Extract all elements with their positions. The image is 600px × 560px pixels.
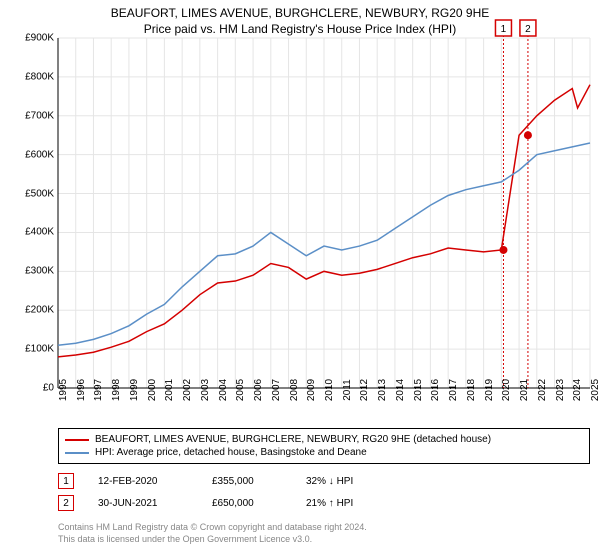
y-tick-label: £700K [25, 110, 54, 121]
marker-number: 2 [58, 495, 74, 511]
y-tick-label: £900K [25, 33, 54, 44]
x-tick-label: 1995 [58, 379, 69, 401]
x-tick-label: 2014 [395, 379, 406, 401]
x-tick-label: 2022 [537, 379, 548, 401]
x-tick-label: 1998 [111, 379, 122, 401]
x-tick-label: 2016 [430, 379, 441, 401]
legend-label: BEAUFORT, LIMES AVENUE, BURGHCLERE, NEWB… [95, 434, 491, 445]
x-tick-label: 2009 [306, 379, 317, 401]
x-tick-label: 2020 [501, 379, 512, 401]
x-tick-label: 2007 [271, 379, 282, 401]
marker-row: 2 30-JUN-2021 £650,000 21% ↑ HPI [58, 492, 590, 514]
y-axis-labels: £0£100K£200K£300K£400K£500K£600K£700K£80… [6, 38, 54, 388]
x-tick-label: 2024 [572, 379, 583, 401]
x-tick-label: 2004 [218, 379, 229, 401]
x-tick-label: 2025 [590, 379, 600, 401]
x-tick-label: 2013 [377, 379, 388, 401]
legend-line [65, 439, 89, 441]
y-tick-label: £600K [25, 149, 54, 160]
x-tick-label: 2002 [182, 379, 193, 401]
x-tick-label: 1996 [76, 379, 87, 401]
x-tick-label: 2011 [342, 379, 353, 401]
x-tick-label: 2006 [253, 379, 264, 401]
x-tick-label: 2019 [484, 379, 495, 401]
x-tick-label: 2003 [200, 379, 211, 401]
x-tick-label: 2018 [466, 379, 477, 401]
y-tick-label: £0 [43, 383, 54, 394]
marker-row: 1 12-FEB-2020 £355,000 32% ↓ HPI [58, 470, 590, 492]
legend-item: HPI: Average price, detached house, Basi… [65, 446, 583, 459]
marker-number: 1 [58, 473, 74, 489]
marker-date: 12-FEB-2020 [98, 476, 188, 487]
x-tick-label: 2010 [324, 379, 335, 401]
x-tick-label: 2005 [235, 379, 246, 401]
legend-label: HPI: Average price, detached house, Basi… [95, 447, 367, 458]
x-tick-label: 1999 [129, 379, 140, 401]
marker-table: 1 12-FEB-2020 £355,000 32% ↓ HPI 2 30-JU… [58, 470, 590, 514]
marker-price: £355,000 [212, 476, 282, 487]
legend-item: BEAUFORT, LIMES AVENUE, BURGHCLERE, NEWB… [65, 433, 583, 446]
chart-area: 12 £0£100K£200K£300K£400K£500K£600K£700K… [58, 38, 590, 388]
legend: BEAUFORT, LIMES AVENUE, BURGHCLERE, NEWB… [58, 428, 590, 464]
y-tick-label: £800K [25, 71, 54, 82]
legend-line [65, 452, 89, 454]
footer-line2: This data is licensed under the Open Gov… [58, 534, 590, 546]
x-tick-label: 2001 [164, 379, 175, 401]
x-tick-label: 2012 [359, 379, 370, 401]
y-tick-label: £400K [25, 227, 54, 238]
marker-pct: 21% ↑ HPI [306, 498, 396, 509]
footer: Contains HM Land Registry data © Crown c… [58, 522, 590, 545]
y-tick-label: £500K [25, 188, 54, 199]
marker-price: £650,000 [212, 498, 282, 509]
chart-container: BEAUFORT, LIMES AVENUE, BURGHCLERE, NEWB… [0, 0, 600, 560]
title-line1: BEAUFORT, LIMES AVENUE, BURGHCLERE, NEWB… [0, 6, 600, 20]
footer-line1: Contains HM Land Registry data © Crown c… [58, 522, 590, 534]
x-axis-labels: 1995199619971998199920002001200220032004… [58, 388, 590, 424]
svg-text:2: 2 [525, 24, 531, 35]
x-tick-label: 2021 [519, 379, 530, 401]
x-tick-label: 2008 [289, 379, 300, 401]
chart-svg: 12 [58, 38, 590, 388]
x-tick-label: 2015 [413, 379, 424, 401]
x-tick-label: 2017 [448, 379, 459, 401]
x-tick-label: 2023 [555, 379, 566, 401]
y-tick-label: £100K [25, 344, 54, 355]
y-tick-label: £200K [25, 305, 54, 316]
y-tick-label: £300K [25, 266, 54, 277]
marker-date: 30-JUN-2021 [98, 498, 188, 509]
svg-text:1: 1 [501, 24, 507, 35]
x-tick-label: 1997 [93, 379, 104, 401]
marker-pct: 32% ↓ HPI [306, 476, 396, 487]
x-tick-label: 2000 [147, 379, 158, 401]
